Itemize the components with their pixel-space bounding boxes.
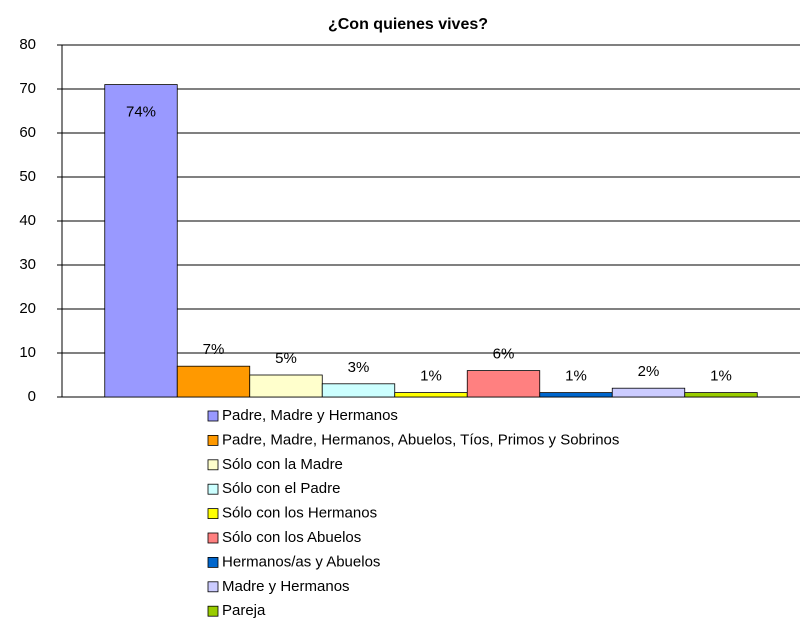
legend-label: Sólo con los Hermanos: [222, 505, 377, 522]
bar: [611, 387, 686, 398]
legend-swatch: [207, 605, 219, 617]
legend-label: Sólo con los Abuelos: [222, 529, 361, 546]
bar: [176, 365, 251, 398]
y-tick-label: 40: [19, 212, 36, 229]
bar: [249, 374, 323, 398]
bar: [104, 84, 178, 398]
legend-swatch: [207, 434, 219, 446]
data-label: 1%: [565, 368, 587, 385]
y-tick-label: 30: [19, 256, 36, 273]
legend-label: Padre, Madre y Hermanos: [222, 407, 398, 424]
legend-swatch: [207, 581, 219, 593]
y-tick-label: 60: [19, 124, 36, 141]
legend-label: Padre, Madre, Hermanos, Abuelos, Tíos, P…: [222, 431, 619, 448]
legend-swatch: [207, 459, 219, 471]
bar: [321, 383, 396, 398]
chart-title: ¿Con quienes vives?: [328, 16, 488, 33]
y-tick-label: 50: [19, 168, 36, 185]
y-tick-label: 80: [19, 36, 36, 53]
data-label: 7%: [203, 341, 225, 358]
legend-swatch: [207, 508, 219, 520]
y-tick-label: 70: [19, 80, 36, 97]
legend-swatch: [207, 532, 219, 544]
legend-label: Pareja: [222, 602, 266, 618]
legend-label: Hermanos/as y Abuelos: [222, 553, 380, 570]
data-label: 5%: [275, 350, 297, 367]
y-tick-label: 20: [19, 300, 36, 317]
legend-label: Sólo con el Padre: [222, 480, 340, 497]
data-label: 6%: [493, 346, 515, 363]
bar: [539, 392, 613, 398]
data-label: 3%: [348, 359, 370, 376]
data-label: 1%: [420, 368, 442, 385]
legend-label: Madre y Hermanos: [222, 578, 350, 595]
data-label: 2%: [638, 363, 660, 380]
legend-swatch: [207, 557, 219, 568]
data-label: 74%: [126, 104, 156, 121]
y-tick-label: 10: [19, 344, 36, 361]
y-tick-label: 0: [28, 388, 36, 405]
data-label: 1%: [710, 368, 732, 385]
bar: [394, 392, 468, 398]
bar: [466, 370, 541, 398]
bar: [684, 392, 758, 398]
legend-label: Sólo con la Madre: [222, 456, 343, 473]
legend-swatch: [207, 410, 219, 422]
legend-swatch: [207, 483, 219, 495]
